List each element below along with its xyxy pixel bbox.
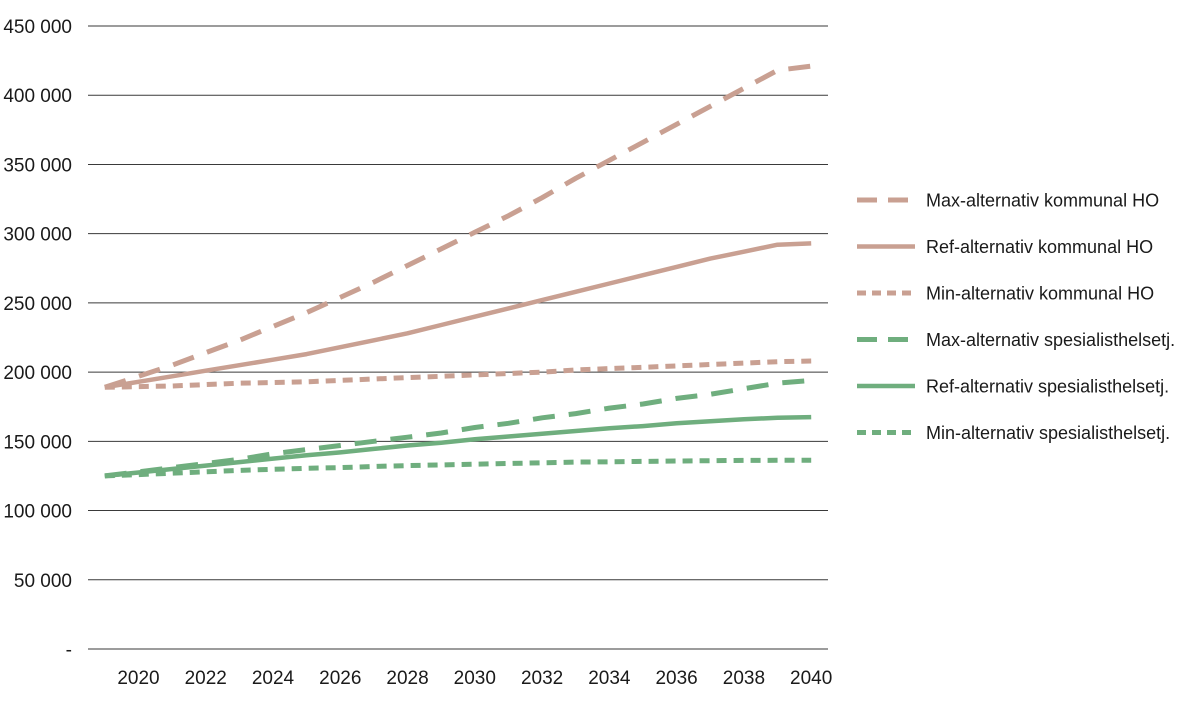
legend-label: Max-alternativ spesialisthelsetj. [926,330,1175,350]
series-line-1 [104,63,812,390]
y-tick-label: 300 000 [3,225,72,246]
legend-item: Ref-alternativ spesialisthelsetj. [857,377,1169,397]
y-tick-label: 450 000 [3,17,72,38]
series-line-6 [104,457,812,479]
y-tick-label: 350 000 [3,155,72,176]
y-tick-label: 200 000 [3,363,72,384]
legend-label: Min-alternativ kommunal HO [926,284,1154,304]
legend-item: Max-alternativ spesialisthelsetj. [857,330,1175,350]
legend-label: Ref-alternativ spesialisthelsetj. [926,377,1169,397]
x-tick-label: 2022 [185,668,227,689]
y-tick-label: 150 000 [3,432,72,453]
y-tick-label: 250 000 [3,294,72,315]
legend-item: Min-alternativ kommunal HO [857,284,1154,304]
series-line-4 [104,377,812,479]
legend-label: Ref-alternativ kommunal HO [926,237,1153,257]
x-tick-label: 2036 [655,668,697,689]
legend-item: Ref-alternativ kommunal HO [857,237,1153,257]
x-tick-label: 2038 [723,668,765,689]
x-tick-label: 2034 [588,668,631,689]
x-tick-label: 2032 [521,668,563,689]
x-tick-label: 2020 [117,668,159,689]
y-tick-label: 400 000 [3,86,72,107]
legend-item: Max-alternativ kommunal HO [857,191,1159,211]
series-line-2 [104,241,812,390]
series-line-3 [104,358,812,390]
x-axis: 2020 2022 2024 2026 2028 2030 2032 2034 2036 2038… [117,668,832,689]
x-tick-label: 2028 [386,668,428,689]
legend-label: Max-alternativ kommunal HO [926,191,1159,211]
y-axis: - 50 000 100 000 150 000 200 000 250 000 300 0… [3,17,72,661]
y-tick-label: 100 000 [3,502,72,523]
x-tick-label: 2040 [790,668,832,689]
y-tick-label: - [66,640,72,661]
x-tick-label: 2024 [252,668,295,689]
series-line-5 [104,414,812,479]
legend-label: Min-alternativ spesialisthelsetj. [926,423,1170,443]
x-tick-label: 2030 [454,668,496,689]
legend: Max-alternativ kommunal HO Ref-alternativ… [857,191,1175,443]
series-lines [104,63,812,479]
gridlines [88,25,828,650]
y-tick-label: 50 000 [14,571,72,592]
x-tick-label: 2026 [319,668,361,689]
legend-item: Min-alternativ spesialisthelsetj. [857,423,1170,443]
